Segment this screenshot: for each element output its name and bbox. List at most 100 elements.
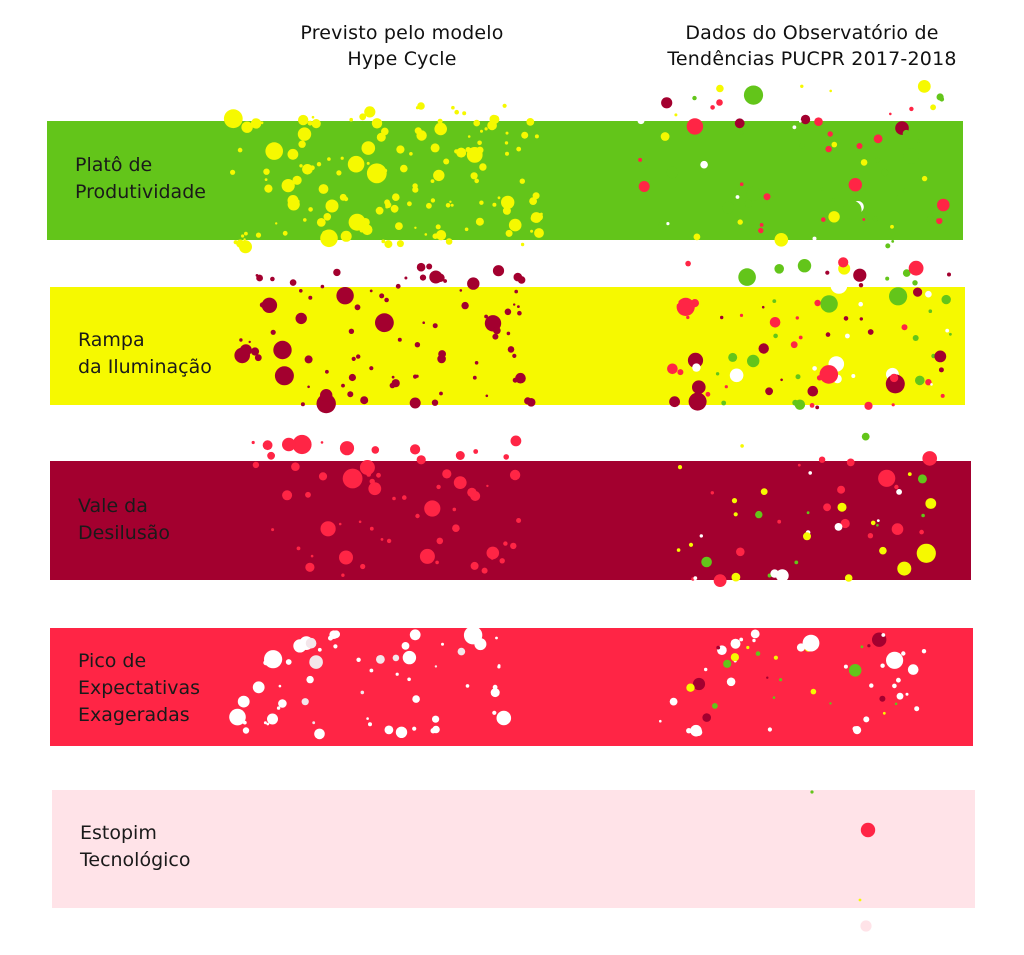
bubble-obs-rampa bbox=[901, 324, 908, 331]
bubble-hype-rampa bbox=[289, 279, 297, 286]
bubble-hype-vale bbox=[341, 573, 345, 577]
bubble-obs-rampa bbox=[792, 399, 799, 406]
bubble-hype-vale bbox=[342, 468, 363, 489]
bubble-obs-rampa bbox=[858, 301, 863, 307]
bubble-obs-rampa bbox=[795, 316, 799, 320]
bubble-obs-plato bbox=[686, 118, 704, 135]
bubble-hype-plato bbox=[297, 127, 312, 141]
bubble-hype-vale bbox=[305, 491, 311, 498]
bubble-hype-rampa bbox=[426, 263, 433, 270]
bubble-hype-pico bbox=[463, 626, 483, 645]
bubble-hype-vale bbox=[419, 548, 435, 564]
bubble-hype-plato bbox=[223, 109, 243, 129]
bubble-obs-rampa bbox=[941, 294, 951, 305]
bubble-obs-rampa bbox=[843, 316, 849, 321]
bubble-hype-vale bbox=[271, 528, 275, 532]
bubble-hype-rampa bbox=[234, 347, 250, 364]
bubble-hype-plato bbox=[260, 121, 264, 125]
bubble-hype-rampa bbox=[308, 295, 313, 300]
bubble-obs-pico bbox=[914, 706, 920, 712]
bubble-hype-plato bbox=[347, 155, 365, 173]
bubble-obs-plato bbox=[829, 89, 832, 93]
bubble-obs-rampa bbox=[830, 277, 848, 294]
bubble-obs-vale bbox=[818, 456, 826, 463]
bubble-hype-vale bbox=[358, 520, 362, 524]
bubble-hype-rampa bbox=[517, 305, 520, 308]
bubble-hype-plato bbox=[435, 224, 441, 230]
band-label-pico: Pico de Expectativas Exageradas bbox=[78, 648, 200, 729]
bubble-obs-estopim bbox=[858, 898, 862, 902]
bubble-hype-plato bbox=[348, 213, 366, 231]
bubble-hype-pico bbox=[392, 654, 400, 662]
bubble-obs-rampa bbox=[922, 272, 928, 277]
bubble-obs-plato bbox=[710, 105, 715, 110]
bubble-obs-plato bbox=[661, 97, 673, 109]
bubble-obs-plato bbox=[739, 182, 744, 186]
bubble-hype-plato bbox=[534, 134, 539, 139]
bubble-obs-vale bbox=[713, 574, 727, 587]
bubble-obs-rampa bbox=[845, 333, 850, 339]
bubble-hype-rampa bbox=[414, 342, 421, 348]
bubble-hype-plato bbox=[505, 131, 509, 135]
bubble-hype-plato bbox=[409, 152, 413, 156]
bubble-hype-plato bbox=[287, 198, 300, 211]
bubble-hype-rampa bbox=[443, 279, 447, 283]
bubble-hype-rampa bbox=[416, 262, 426, 272]
bubble-obs-rampa bbox=[780, 378, 783, 382]
bubble-obs-vale bbox=[733, 512, 738, 517]
bubble-hype-plato bbox=[384, 240, 393, 249]
bubble-hype-vale bbox=[310, 554, 314, 558]
bubble-obs-plato bbox=[700, 160, 708, 169]
bubble-hype-pico bbox=[496, 710, 512, 726]
bubble-hype-plato bbox=[445, 203, 451, 208]
bubble-obs-rampa bbox=[815, 267, 828, 279]
bubble-hype-plato bbox=[264, 184, 273, 193]
bubble-obs-pico bbox=[869, 683, 874, 688]
bubble-obs-rampa bbox=[772, 299, 777, 303]
bubble-obs-rampa bbox=[798, 335, 803, 340]
bubble-obs-pico bbox=[755, 651, 761, 656]
bubble-obs-vale bbox=[876, 524, 879, 527]
band-pico-de-expectativas-exageradas: Pico de Expectativas Exageradas bbox=[50, 628, 973, 746]
bubble-obs-rampa bbox=[814, 299, 821, 307]
bubble-obs-plato bbox=[902, 129, 910, 138]
bubble-obs-vale bbox=[797, 463, 801, 467]
bubble-hype-vale bbox=[415, 513, 420, 519]
bubble-hype-plato bbox=[264, 178, 268, 182]
bubble-obs-vale bbox=[925, 498, 937, 509]
bubble-hype-plato bbox=[449, 200, 452, 203]
bubble-hype-vale bbox=[442, 469, 452, 479]
bubble-obs-plato bbox=[743, 85, 764, 105]
bubble-hype-vale bbox=[392, 496, 396, 501]
bubble-obs-vale bbox=[861, 432, 870, 441]
bubble-hype-plato bbox=[400, 164, 408, 173]
bubble-obs-rampa bbox=[686, 315, 690, 320]
bubble-obs-plato bbox=[716, 84, 724, 93]
bubble-hype-rampa bbox=[513, 303, 516, 306]
bubble-obs-plato bbox=[666, 222, 670, 226]
bubble-hype-vale bbox=[473, 449, 479, 454]
bubble-obs-rampa bbox=[929, 266, 943, 280]
bubble-hype-plato bbox=[505, 229, 513, 237]
bubble-hype-pico bbox=[229, 708, 246, 726]
bubble-hype-plato bbox=[364, 106, 376, 118]
bubble-obs-pico bbox=[730, 638, 741, 649]
bubble-obs-pico bbox=[766, 676, 769, 679]
bubble-hype-plato bbox=[454, 109, 460, 115]
bubble-hype-plato bbox=[359, 113, 367, 121]
bubble-hype-rampa bbox=[356, 354, 361, 359]
bubble-obs-rampa bbox=[808, 269, 818, 279]
bubble-obs-plato bbox=[903, 148, 920, 164]
bubble-hype-plato bbox=[480, 129, 483, 133]
bubble-obs-plato bbox=[891, 240, 895, 243]
bubble-hype-plato bbox=[433, 169, 445, 182]
bubble-hype-plato bbox=[502, 103, 507, 108]
bubble-hype-vale bbox=[503, 541, 508, 546]
bubble-hype-rampa bbox=[300, 402, 305, 407]
bubble-obs-pico bbox=[880, 663, 885, 668]
bubble-hype-plato bbox=[265, 142, 284, 160]
column-header-line: Previsto pelo modelo bbox=[300, 22, 504, 44]
bubble-hype-vale bbox=[499, 558, 505, 564]
bubble-hype-pico bbox=[293, 639, 307, 653]
bubble-obs-rampa bbox=[902, 269, 911, 277]
